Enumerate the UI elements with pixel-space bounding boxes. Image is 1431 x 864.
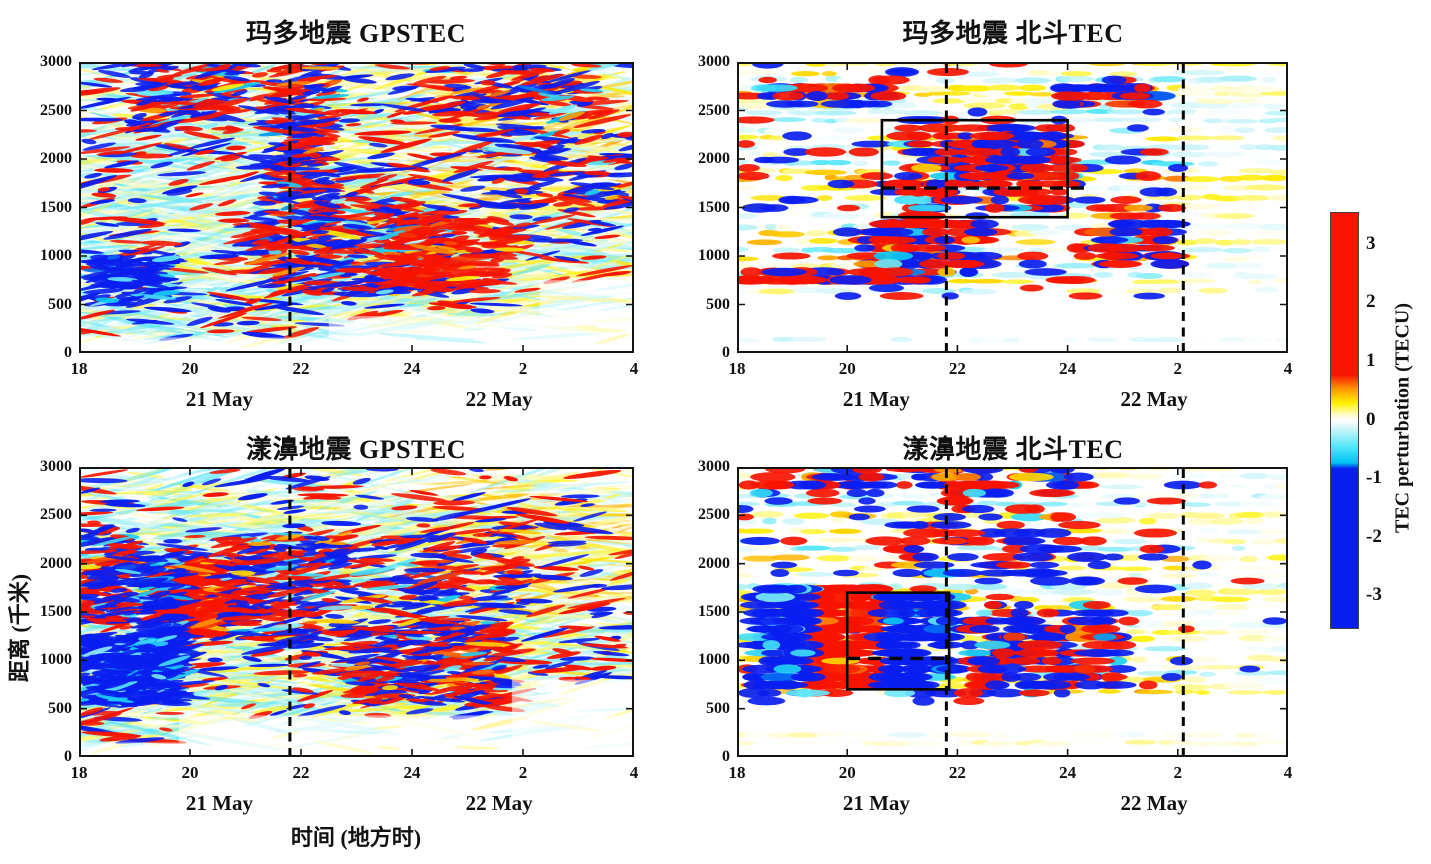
y-tick-label: 1000 — [698, 651, 730, 669]
y-tick-label: 3000 — [698, 53, 730, 70]
panel-title-yangbi-gps: 漾濞地震 GPSTEC — [245, 435, 467, 464]
x-tick-label: 2 — [518, 359, 528, 378]
panel-title-yangbi-beidou: 漾濞地震 北斗TEC — [902, 435, 1124, 464]
y-tick-label: 500 — [706, 699, 730, 717]
x-tick-label: 20 — [181, 763, 199, 782]
colorbar-tick-label: -2 — [1366, 525, 1382, 547]
x-tick-label: 2 — [1173, 359, 1183, 378]
x-tick-label: 22 — [948, 763, 966, 782]
colorbar-tick-label: 1 — [1366, 349, 1376, 371]
y-axis-label: 距离 (千米) — [7, 573, 32, 683]
date-label: 22 May — [1120, 791, 1188, 815]
y-tick-label: 1500 — [40, 198, 72, 216]
y-tick-label: 2500 — [698, 506, 730, 524]
y-tick-label: 0 — [64, 748, 72, 765]
y-tick-label: 2000 — [698, 554, 730, 572]
x-tick-label: 20 — [181, 359, 199, 378]
date-label: 22 May — [465, 791, 533, 815]
x-tick-label: 24 — [1059, 763, 1077, 782]
y-tick-label: 2500 — [40, 506, 72, 524]
x-tick-label: 20 — [838, 359, 856, 378]
x-tick-label: 4 — [629, 359, 639, 378]
y-tick-label: 0 — [722, 344, 730, 361]
y-tick-label: 2000 — [40, 150, 72, 167]
y-tick-label: 1000 — [40, 247, 72, 264]
y-tick-label: 500 — [48, 295, 72, 313]
date-label: 21 May — [842, 387, 910, 411]
colorbar-tick-label: 2 — [1366, 291, 1376, 313]
x-tick-label: 18 — [728, 359, 746, 378]
x-tick-label: 24 — [403, 359, 421, 378]
y-tick-label: 1500 — [698, 198, 730, 216]
y-tick-label: 2500 — [698, 101, 730, 119]
x-tick-label: 24 — [1059, 359, 1077, 378]
x-tick-label: 24 — [403, 763, 421, 782]
y-tick-label: 2000 — [40, 554, 72, 572]
x-tick-label: 4 — [1283, 763, 1293, 782]
y-tick-label: 1000 — [698, 247, 730, 264]
y-tick-label: 2000 — [698, 150, 730, 167]
x-axis-label: 时间 (地方时) — [290, 825, 422, 850]
x-tick-label: 4 — [1283, 359, 1293, 378]
y-tick-label: 3000 — [698, 458, 730, 475]
y-tick-label: 0 — [64, 344, 72, 361]
colorbar-tick-label: 0 — [1366, 408, 1376, 430]
colorbar — [1330, 212, 1359, 629]
panel-title-maduo-beidou: 玛多地震 北斗TEC — [902, 19, 1124, 48]
x-tick-label: 20 — [838, 763, 856, 782]
colorbar-tick-label: 3 — [1366, 232, 1376, 254]
date-label: 21 May — [842, 791, 910, 815]
heatmap-canvas-yangbi-beidou — [737, 467, 1288, 757]
colorbar-tick-label: -1 — [1366, 467, 1382, 489]
x-tick-label: 4 — [629, 763, 639, 782]
y-tick-label: 3000 — [40, 53, 72, 70]
x-tick-label: 18 — [70, 359, 88, 378]
heatmap-canvas-maduo-beidou — [737, 62, 1288, 353]
y-tick-label: 1000 — [40, 651, 72, 669]
date-label: 22 May — [465, 387, 533, 411]
date-label: 22 May — [1120, 387, 1188, 411]
x-tick-label: 2 — [1173, 763, 1183, 782]
y-tick-label: 3000 — [40, 458, 72, 475]
y-tick-label: 1500 — [698, 603, 730, 620]
colorbar-tick-label: -3 — [1366, 584, 1382, 606]
x-tick-label: 2 — [518, 763, 528, 782]
date-label: 21 May — [185, 791, 253, 815]
panel-title-maduo-gps: 玛多地震 GPSTEC — [245, 19, 467, 48]
heatmap-canvas-maduo-gps — [79, 62, 634, 353]
x-tick-label: 22 — [292, 359, 310, 378]
heatmap-canvas-yangbi-gps — [79, 467, 634, 757]
colorbar-label: TEC perturbation (TECU) — [1391, 302, 1414, 534]
date-label: 21 May — [185, 387, 253, 411]
x-tick-label: 22 — [948, 359, 966, 378]
x-tick-label: 18 — [728, 763, 746, 782]
x-tick-label: 22 — [292, 763, 310, 782]
y-tick-label: 500 — [48, 699, 72, 717]
x-tick-label: 18 — [70, 763, 88, 782]
y-tick-label: 2500 — [40, 101, 72, 119]
y-tick-label: 1500 — [40, 603, 72, 620]
y-tick-label: 500 — [706, 295, 730, 313]
y-tick-label: 0 — [722, 748, 730, 765]
